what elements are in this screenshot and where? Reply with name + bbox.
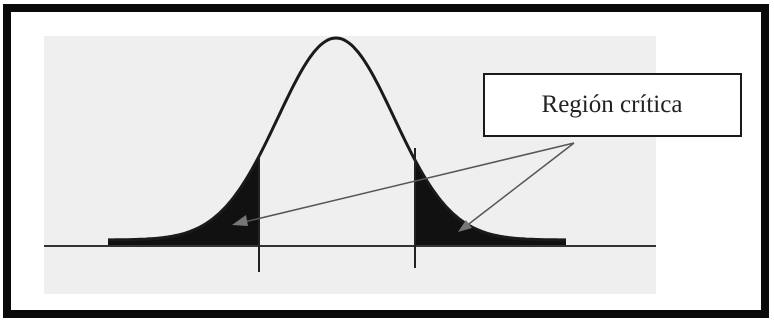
left-tail-region (108, 156, 259, 246)
right-tail-region (415, 160, 566, 246)
pointer-arrowhead-right (458, 220, 472, 232)
pointer-arrow-right (460, 142, 575, 231)
normal-curve (108, 36, 566, 242)
pointer-arrow-left (235, 142, 575, 225)
label-box (483, 73, 742, 137)
label-text: Región crítica (542, 91, 683, 118)
pointer-arrowhead-left (232, 215, 248, 226)
